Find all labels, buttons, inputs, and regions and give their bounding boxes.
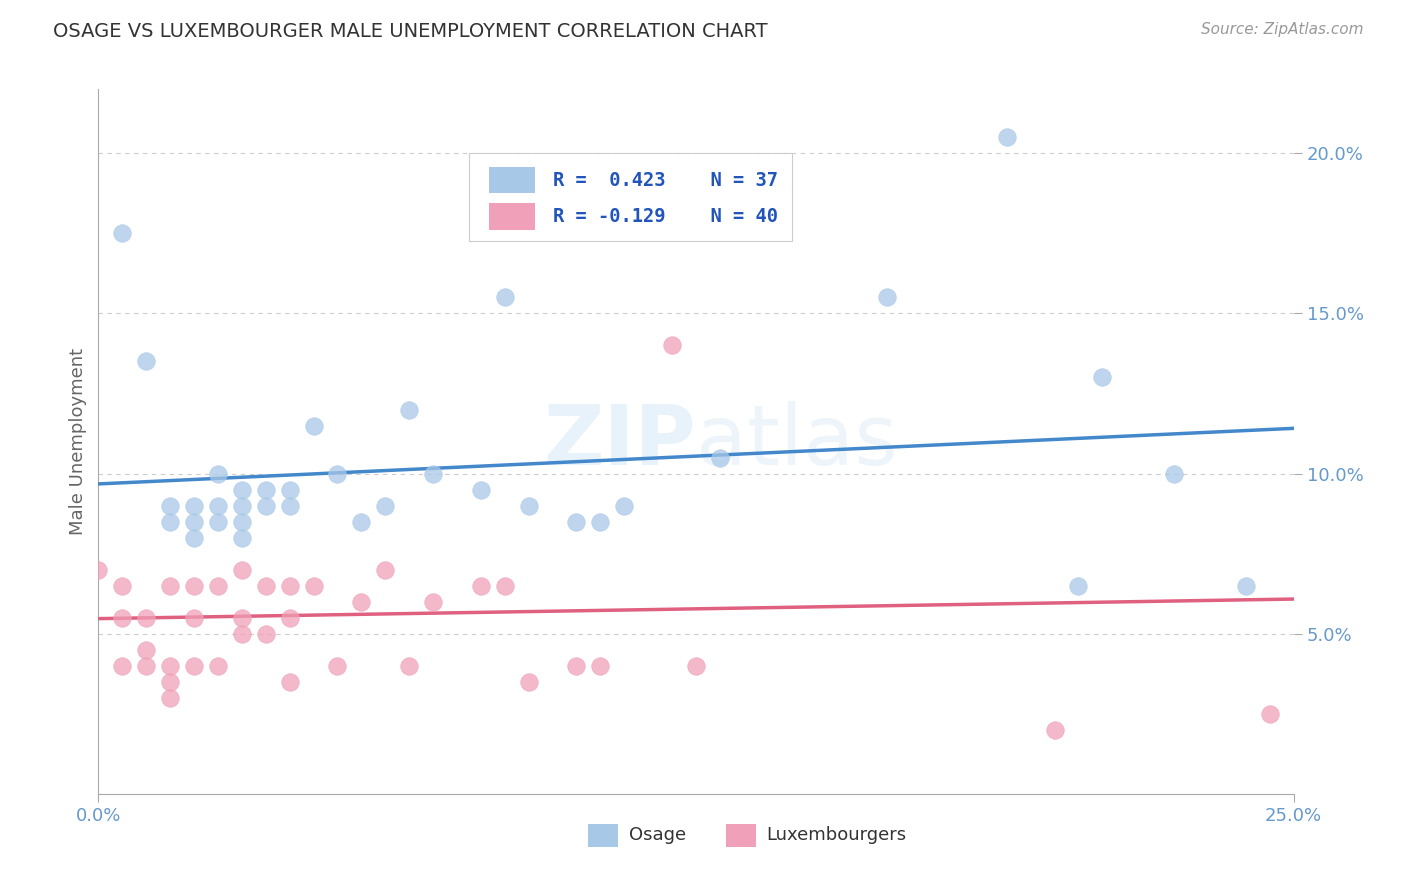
Point [87,563,110,577]
Point [278,674,301,689]
Point [565,515,588,529]
FancyBboxPatch shape [725,824,756,847]
Point [207,658,229,673]
Text: ZIP: ZIP [544,401,696,482]
Point [470,579,492,593]
Point [1234,579,1257,593]
Point [350,515,373,529]
FancyBboxPatch shape [489,167,534,194]
FancyBboxPatch shape [470,153,792,241]
Point [207,515,229,529]
Point [111,658,134,673]
Point [1091,370,1114,384]
Point [183,515,205,529]
Point [231,531,253,545]
Point [254,483,277,497]
Point [350,595,373,609]
FancyBboxPatch shape [589,824,619,847]
Point [470,483,492,497]
Point [111,227,134,241]
Point [231,483,253,497]
Text: OSAGE VS LUXEMBOURGER MALE UNEMPLOYMENT CORRELATION CHART: OSAGE VS LUXEMBOURGER MALE UNEMPLOYMENT … [53,22,768,41]
Text: R =  0.423    N = 37: R = 0.423 N = 37 [553,170,778,190]
Point [278,483,301,497]
Point [135,642,157,657]
Point [183,610,205,624]
Point [398,402,420,417]
Text: R = -0.129    N = 40: R = -0.129 N = 40 [553,207,778,227]
Point [398,658,420,673]
Point [254,499,277,513]
Point [183,531,205,545]
Point [231,563,253,577]
Point [517,499,540,513]
Text: Osage: Osage [628,827,686,845]
Point [302,418,325,433]
Point [589,658,612,673]
Point [159,690,181,705]
Point [517,674,540,689]
Point [207,579,229,593]
Point [135,610,157,624]
Point [374,499,396,513]
Point [231,626,253,640]
Point [995,130,1018,145]
Point [876,290,898,304]
Point [685,658,707,673]
Point [302,579,325,593]
Point [709,450,731,465]
Point [183,499,205,513]
Point [159,515,181,529]
Text: Source: ZipAtlas.com: Source: ZipAtlas.com [1201,22,1364,37]
Point [135,658,157,673]
FancyBboxPatch shape [489,203,534,230]
Point [231,499,253,513]
Point [111,579,134,593]
Text: Luxembourgers: Luxembourgers [766,827,907,845]
Point [1258,706,1281,721]
Point [589,515,612,529]
Point [278,610,301,624]
Point [183,658,205,673]
Point [565,658,588,673]
Point [159,579,181,593]
Point [231,515,253,529]
Point [661,338,683,352]
Point [494,290,516,304]
Point [494,579,516,593]
Point [254,626,277,640]
Point [159,658,181,673]
Point [231,610,253,624]
Point [422,595,444,609]
Point [278,579,301,593]
Point [637,194,659,209]
Point [135,354,157,368]
Point [422,467,444,481]
Point [111,610,134,624]
Point [207,499,229,513]
Point [1163,467,1185,481]
Point [207,467,229,481]
Point [326,467,349,481]
Point [613,499,636,513]
Point [254,579,277,593]
Y-axis label: Male Unemployment: Male Unemployment [69,348,87,535]
Point [159,674,181,689]
Point [278,499,301,513]
Point [374,563,396,577]
Point [183,579,205,593]
Point [1043,723,1066,737]
Text: atlas: atlas [696,401,897,482]
Point [159,499,181,513]
Point [326,658,349,673]
Point [1067,579,1090,593]
